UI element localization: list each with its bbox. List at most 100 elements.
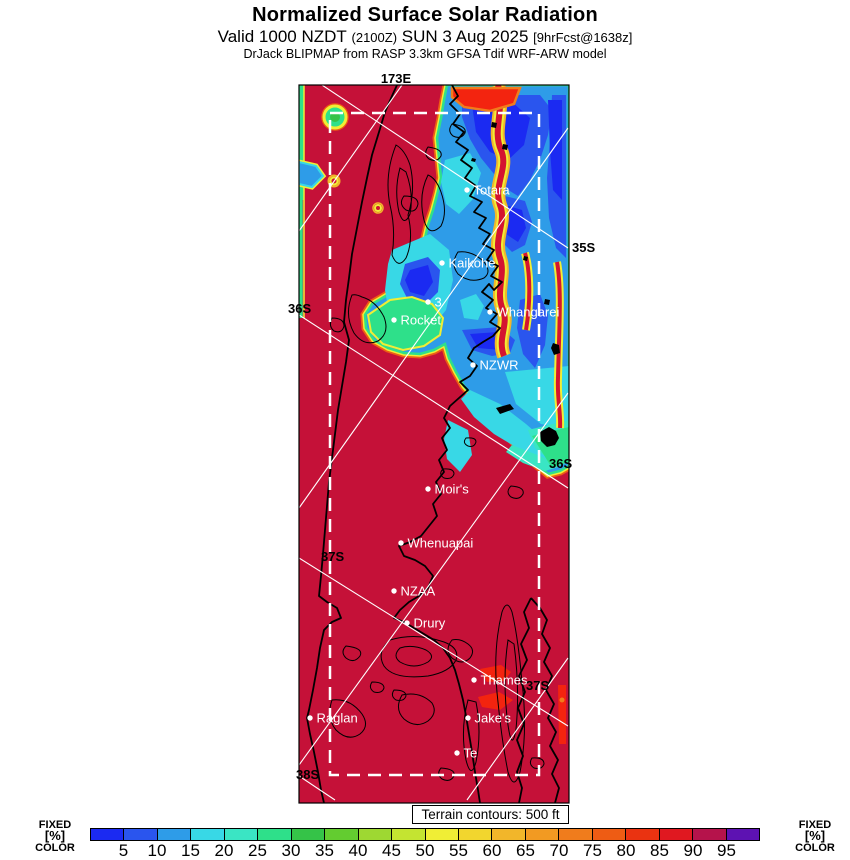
colorbar-tick-label: 25 (248, 841, 267, 860)
station-dot (487, 309, 493, 315)
color-scale-ticks: 5 10 15 20 25 30 35 40 45 50 55 60 65 70 75 80 85 90 95 (90, 841, 760, 860)
bright-red-patches-thames (478, 665, 566, 744)
colorbar-tick-label: 50 (415, 841, 435, 860)
station-dot (391, 317, 397, 323)
colorbar-segment (659, 829, 694, 840)
colorbar-segment (592, 829, 627, 840)
colorbar-tick-label: 80 (616, 841, 636, 860)
station-dot (470, 362, 476, 368)
colorbar-segment (291, 829, 326, 840)
station-label: 3 (435, 295, 442, 310)
station-dot (398, 540, 404, 546)
station-label: NZWR (480, 358, 519, 373)
colorbar-tick-label: 75 (583, 841, 602, 860)
graticule-label: 36S (549, 456, 572, 471)
station-label: Kaikohe (449, 256, 496, 271)
colorbar-segment (157, 829, 192, 840)
graticule-label: 36S (288, 301, 311, 316)
orange-spot (559, 697, 565, 703)
valid-prefix: Valid 1000 NZDT (217, 27, 347, 46)
station-label: NZAA (401, 584, 436, 599)
station-label: Whenuapai (408, 536, 474, 551)
valid-zulu: (2100Z) (351, 30, 398, 45)
station-dot (454, 750, 460, 756)
scale-caption-line: FIXED (38, 819, 72, 831)
map-raster: Totara Kaikohe 3 Rocket Whangarei NZWR Moir's W… (299, 85, 569, 803)
nested-domain-box (328, 111, 541, 777)
station-label: Rocket (401, 313, 442, 328)
valid-date: SUN 3 Aug 2025 (401, 27, 529, 46)
scale-caption-line: [%] (44, 828, 66, 843)
colorbar-tick-label: 20 (214, 841, 234, 860)
colorbar-segment (392, 829, 426, 840)
colorbar-segment (325, 829, 359, 840)
colorbar-segment (258, 829, 292, 840)
colorbar-tick-label: 85 (650, 841, 669, 860)
colorbar-tick-label: 95 (717, 841, 736, 860)
colorbar-tick-label: 5 (118, 841, 129, 860)
colorbar-tick-label: 15 (181, 841, 200, 860)
scale-caption-right: FIXED [%] COLOR (786, 819, 844, 855)
red-stripe-snake (490, 85, 565, 429)
colorbar-tick-label: 60 (482, 841, 502, 860)
forecast-tag: [9hrFcst@1638z] (533, 30, 633, 45)
graticule-labels: 173E 35S 36S 36S 37S 37S 38S (288, 71, 595, 782)
model-attribution: DrJack BLIPMAP from RASP 3.3km GFSA Tdif… (243, 47, 607, 61)
scale-caption-line: [%] (804, 828, 826, 843)
station-label: Drury (414, 616, 446, 631)
station-label: Totara (474, 183, 511, 198)
colorbar-segment (492, 829, 526, 840)
cyan-patches (385, 153, 569, 472)
colorbar-segment (559, 829, 593, 840)
lat-lon-graticule (299, 85, 569, 801)
station-dot (404, 620, 410, 626)
colorbar-segment (458, 829, 493, 840)
graticule-label: 38S (296, 767, 319, 782)
station-dot (439, 260, 445, 266)
station-dot (307, 715, 313, 721)
station-dot (464, 187, 470, 193)
colorbar-segment (358, 829, 393, 840)
graticule-label: 35S (572, 240, 595, 255)
scale-caption-line: COLOR (35, 842, 75, 854)
station-label: Thames (481, 673, 528, 688)
scale-caption-left: FIXED [%] COLOR (26, 819, 84, 855)
page-title: Normalized Surface Solar Radiation (252, 4, 598, 26)
colorbar-tick-label: 70 (549, 841, 569, 860)
color-scale-bar (90, 828, 760, 841)
station-dot (465, 715, 471, 721)
colorbar-segment (124, 829, 158, 840)
bright-red-blob-top (450, 86, 522, 113)
colorbar-tick-label: 40 (348, 841, 368, 860)
colorbar-segment (425, 829, 459, 840)
station-markers: Totara Kaikohe 3 Rocket Whangarei NZWR Moir's W… (307, 183, 559, 761)
colorbar-segment (224, 829, 259, 840)
colorbar-tick-label: 65 (516, 841, 535, 860)
colorbar-segment (525, 829, 560, 840)
terrain-contour-note: Terrain contours: 500 ft (412, 805, 569, 824)
map-border (298, 84, 570, 804)
colorbar-tick-label: 10 (147, 841, 167, 860)
left-edge-features (299, 85, 384, 318)
blue-blobs (400, 95, 566, 368)
coastline (306, 85, 560, 803)
scale-caption-line: FIXED (798, 819, 832, 831)
forecast-map: Totara Kaikohe 3 Rocket Whangarei NZWR Moir's W… (288, 71, 595, 804)
graticule-label: 173E (381, 71, 412, 86)
station-dot (425, 486, 431, 492)
station-label: Jake's (475, 711, 512, 726)
colorbar-tick-label: 30 (281, 841, 301, 860)
colorbar-tick-label: 90 (683, 841, 703, 860)
colorbar-tick-label: 55 (449, 841, 468, 860)
colorbar-segment (191, 829, 225, 840)
valid-time-line: Valid 1000 NZDT (2100Z) SUN 3 Aug 2025 [… (0, 27, 850, 47)
station-label: Whangarei (497, 305, 560, 320)
colorbar-segment (693, 829, 727, 840)
station-dot (391, 588, 397, 594)
colorbar-tick-label: 45 (382, 841, 401, 860)
graticule-label: 37S (321, 549, 344, 564)
station-dot (425, 299, 431, 305)
scale-caption-line: COLOR (795, 842, 835, 854)
station-dot (471, 677, 477, 683)
